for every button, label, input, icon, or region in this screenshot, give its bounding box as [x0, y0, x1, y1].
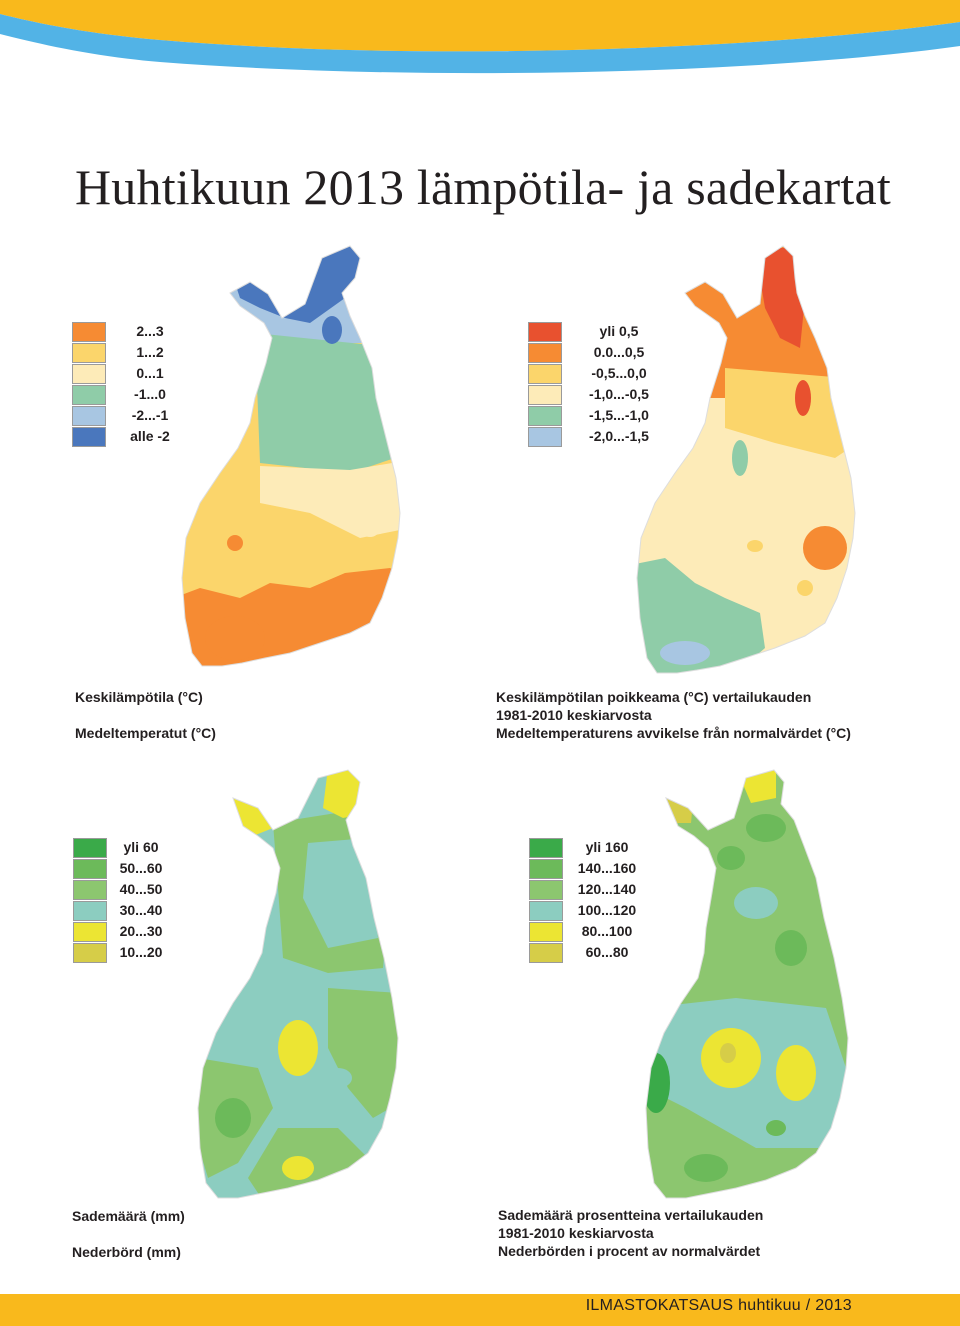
legend-swatch	[528, 322, 562, 342]
legend-label: 10...20	[119, 944, 163, 960]
caption-line-sv: Nederbörden i procent av normalvärdet	[498, 1243, 761, 1259]
legend-label: 40...50	[119, 881, 163, 897]
caption-line-fi: Sademäärä (mm)	[72, 1208, 185, 1224]
mean-temperature-map	[181, 245, 401, 667]
caption-line-fi: Keskilämpötilan poikkeama (°C) vertailuk…	[496, 689, 812, 705]
legend-swatch	[72, 385, 106, 405]
temperature-anomaly-map	[636, 245, 856, 674]
legend-swatch	[72, 364, 106, 384]
legend-swatch	[73, 901, 107, 921]
legend-swatch	[72, 427, 106, 447]
legend-swatch	[72, 406, 106, 426]
legend-label: -1,0...-0,5	[589, 386, 649, 402]
legend-label: -1...0	[134, 386, 166, 402]
footer-text: ILMASTOKATSAUS huhtikuu / 2013	[585, 1297, 852, 1314]
legend-label: yli 160	[585, 839, 629, 855]
legend-swatch	[73, 922, 107, 942]
legend-swatch	[529, 943, 563, 963]
page-title: Huhtikuun 2013 lämpötila- ja sadekartat	[75, 159, 891, 215]
precipitation-caption: Sademäärä (mm) Nederbörd (mm)	[72, 1207, 185, 1261]
legend-label: 1...2	[136, 344, 164, 360]
caption-line-sv: Nederbörd (mm)	[72, 1244, 181, 1260]
temperature-anomaly-caption: Keskilämpötilan poikkeama (°C) vertailuk…	[496, 688, 851, 742]
legend-swatch	[529, 838, 563, 858]
legend-swatch	[528, 427, 562, 447]
legend-label: 100...120	[577, 902, 637, 918]
legend-swatch	[528, 343, 562, 363]
legend-swatch	[73, 943, 107, 963]
mean-temperature-caption: Keskilämpötila (°C) Medeltemperatut (°C)	[75, 688, 216, 742]
caption-line-fi: Sademäärä prosentteina vertailukauden	[498, 1207, 764, 1223]
legend-swatch	[528, 385, 562, 405]
legend-swatch	[529, 901, 563, 921]
caption-line-sv: Medeltemperatut (°C)	[75, 725, 216, 741]
legend-swatch	[73, 859, 107, 879]
caption-line-period: 1981-2010 keskiarvosta	[498, 1225, 654, 1241]
legend-swatch	[529, 859, 563, 879]
legend-label: 2...3	[136, 323, 164, 339]
legend-label: 80...100	[581, 923, 633, 939]
legend-label: 0.0...0,5	[593, 344, 645, 360]
legend-label: 20...30	[119, 923, 163, 939]
legend-label: -2...-1	[131, 407, 169, 423]
legend-label: -1,5...-1,0	[589, 407, 649, 423]
legend-swatch	[73, 838, 107, 858]
legend-swatch	[73, 880, 107, 900]
legend-swatch	[529, 922, 563, 942]
caption-line-period: 1981-2010 keskiarvosta	[496, 707, 652, 723]
legend-label: 50...60	[119, 860, 163, 876]
legend-label: 140...160	[577, 860, 637, 876]
precipitation-percent-caption: Sademäärä prosentteina vertailukauden 19…	[498, 1206, 763, 1260]
caption-line-fi: Keskilämpötila (°C)	[75, 689, 203, 705]
legend-swatch	[72, 343, 106, 363]
legend-label: -2,0...-1,5	[589, 428, 649, 444]
legend-label: alle -2	[130, 428, 170, 444]
legend-label: yli 60	[123, 839, 159, 855]
footer-band: ILMASTOKATSAUS huhtikuu / 2013	[0, 1294, 960, 1326]
legend-swatch	[528, 406, 562, 426]
precipitation-map	[197, 769, 399, 1199]
caption-line-sv: Medeltemperaturens avvikelse från normal…	[496, 725, 851, 741]
top-wave-band	[0, 0, 960, 74]
legend-label: 120...140	[577, 881, 637, 897]
precipitation-percent-map	[645, 769, 849, 1199]
legend-swatch	[72, 322, 106, 342]
legend-label: 30...40	[119, 902, 163, 918]
legend-label: 0...1	[136, 365, 164, 381]
legend-swatch	[529, 880, 563, 900]
legend-swatch	[528, 364, 562, 384]
legend-label: -0,5...0,0	[591, 365, 647, 381]
legend-label: yli 0,5	[599, 323, 639, 339]
legend-label: 60...80	[585, 944, 629, 960]
